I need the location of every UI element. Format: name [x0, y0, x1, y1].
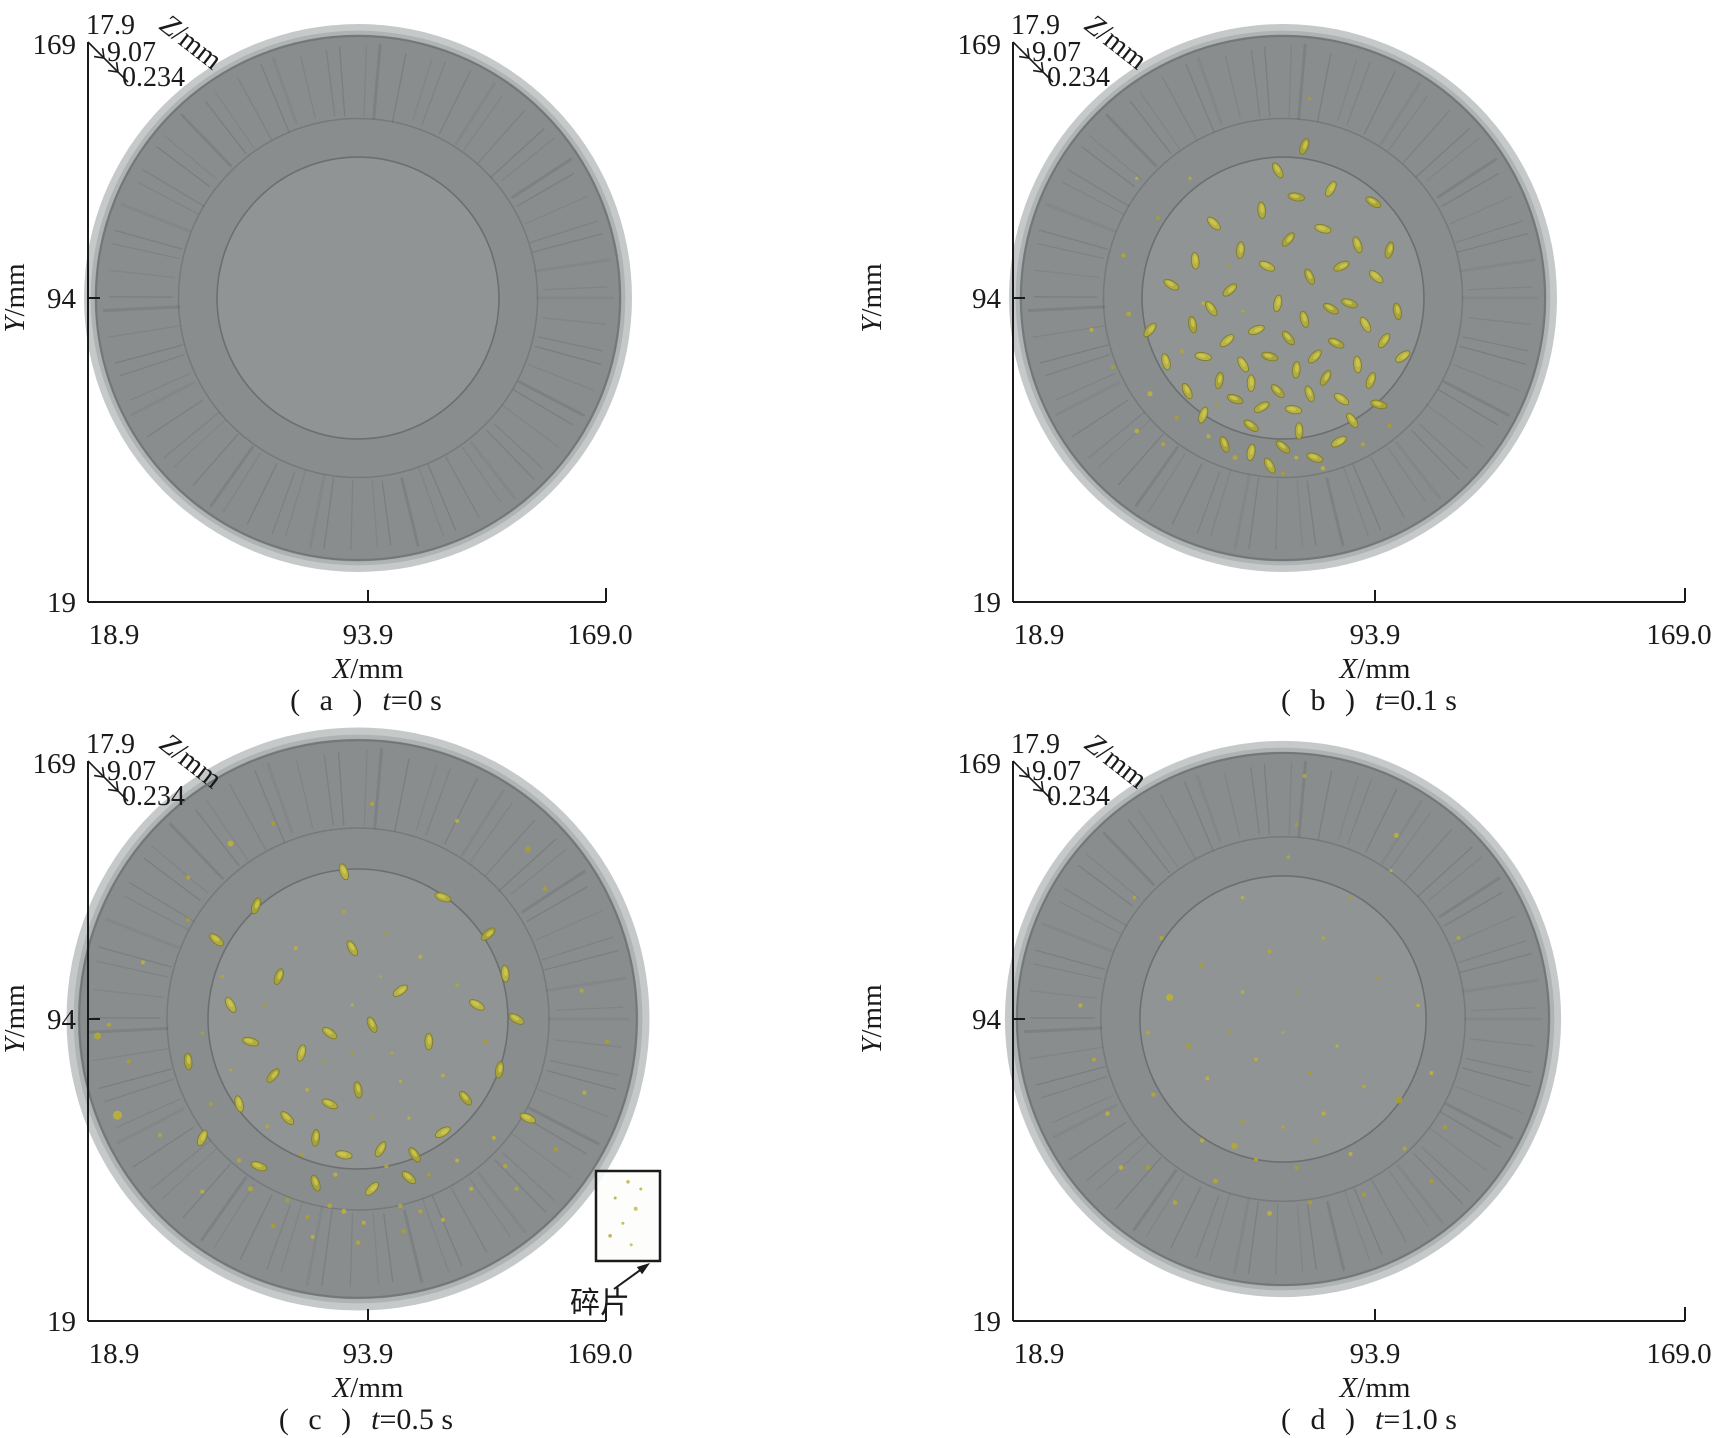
svg-text:18.9: 18.9	[89, 1338, 140, 1370]
svg-text:0.234: 0.234	[1047, 781, 1110, 812]
svg-text:X/mm: X/mm	[332, 653, 404, 685]
svg-text:169: 169	[33, 748, 77, 780]
panel-a-caption: ( a ) t=0 s	[0, 684, 794, 718]
svg-text:94: 94	[972, 283, 1002, 315]
caption-time-symbol: t	[382, 684, 391, 717]
svg-text:169: 169	[958, 29, 1002, 61]
svg-text:94: 94	[972, 1004, 1002, 1036]
svg-text:19: 19	[47, 1306, 76, 1338]
svg-text:Y/mm: Y/mm	[0, 263, 31, 333]
panel-d-plot: 169 94 19 18.9 93.9 169.0 X/mm Y/mm 17.99.070.23…	[857, 727, 1712, 1404]
caption-index: ( b )	[1281, 684, 1362, 717]
panel-c-plot: 碎片 169 94 19 18.9 93.9 169.0 X/mm Y/mm 17.99.070.…	[0, 727, 662, 1404]
svg-text:Y/mm: Y/mm	[857, 984, 888, 1054]
panel-b-plot: 169 94 19 18.9 93.9 169.0 X/mm Y/mm 17.99.070.23…	[857, 8, 1712, 685]
svg-text:18.9: 18.9	[1014, 619, 1065, 651]
svg-text:19: 19	[47, 587, 76, 619]
caption-time-symbol: t	[1375, 684, 1384, 717]
svg-text:X/mm: X/mm	[1339, 653, 1411, 685]
panel-a-plot: 169 94 19 18.9 93.9 169.0 X/mm Y/mm 17.99.070.23…	[0, 8, 633, 685]
svg-text:9.07: 9.07	[1032, 37, 1081, 68]
svg-text:9.07: 9.07	[1032, 756, 1081, 787]
svg-text:169.0: 169.0	[567, 619, 632, 651]
caption-time-symbol: t	[1375, 1403, 1384, 1436]
svg-text:93.9: 93.9	[343, 1338, 394, 1370]
svg-text:9.07: 9.07	[107, 37, 156, 68]
svg-text:169.0: 169.0	[1646, 1338, 1711, 1370]
caption-time-value: =0 s	[390, 684, 442, 717]
caption-index: ( d )	[1281, 1403, 1362, 1436]
caption-index: ( c )	[278, 1403, 358, 1436]
svg-text:0.234: 0.234	[1047, 62, 1110, 93]
svg-text:169: 169	[958, 748, 1002, 780]
caption-index: ( a )	[290, 684, 369, 717]
svg-text:碎片: 碎片	[570, 1287, 630, 1320]
svg-text:19: 19	[972, 1306, 1001, 1338]
svg-text:0.234: 0.234	[122, 781, 185, 812]
svg-text:17.9: 17.9	[1011, 10, 1060, 41]
panel-b-caption: ( b ) t=0.1 s	[941, 684, 1713, 718]
panel-a: 169 94 19 18.9 93.9 169.0 X/mm Y/mm 17.9 9.07 0.23…	[0, 0, 856, 719]
svg-text:17.9: 17.9	[86, 729, 135, 760]
svg-text:17.9: 17.9	[1011, 729, 1060, 760]
panel-c-caption: ( c ) t=0.5 s	[0, 1403, 794, 1437]
svg-text:18.9: 18.9	[89, 619, 140, 651]
fragment-annotation: 碎片	[570, 1169, 662, 1320]
panel-b: 169 94 19 18.9 93.9 169.0 X/mm Y/mm 17.9 9.07 0.23…	[857, 0, 1713, 719]
svg-text:169.0: 169.0	[1646, 619, 1711, 651]
svg-text:Y/mm: Y/mm	[0, 984, 31, 1054]
svg-text:X/mm: X/mm	[332, 1372, 404, 1404]
svg-text:93.9: 93.9	[343, 619, 394, 651]
panel-d: 169 94 19 18.9 93.9 169.0 X/mm Y/mm 17.9 9.07 0.23…	[857, 719, 1713, 1438]
svg-text:169.0: 169.0	[567, 1338, 632, 1370]
svg-text:Y/mm: Y/mm	[857, 263, 888, 333]
svg-text:19: 19	[972, 587, 1001, 619]
caption-time-value: =0.5 s	[379, 1403, 454, 1436]
caption-time-value: =0.1 s	[1383, 684, 1457, 717]
panel-c: 碎片 169 94 19 18.9 93.9 169.0 X/mm Y/mm 17.9 9.07 0.…	[0, 719, 856, 1438]
svg-text:93.9: 93.9	[1350, 1338, 1401, 1370]
svg-text:18.9: 18.9	[1014, 1338, 1065, 1370]
svg-text:9.07: 9.07	[107, 756, 156, 787]
caption-time-value: =1.0 s	[1383, 1403, 1457, 1436]
svg-text:93.9: 93.9	[1350, 619, 1401, 651]
panel-d-caption: ( d ) t=1.0 s	[941, 1403, 1713, 1437]
caption-time-symbol: t	[371, 1403, 380, 1436]
svg-text:94: 94	[47, 283, 77, 315]
svg-text:X/mm: X/mm	[1339, 1372, 1411, 1404]
svg-text:17.9: 17.9	[86, 10, 135, 41]
svg-text:0.234: 0.234	[122, 62, 185, 93]
svg-text:94: 94	[47, 1004, 77, 1036]
svg-text:169: 169	[33, 29, 77, 61]
